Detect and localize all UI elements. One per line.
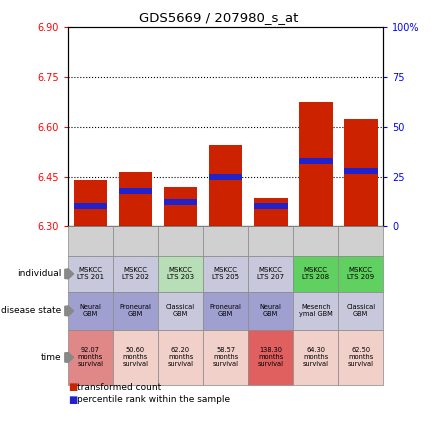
Bar (344, 168, 378, 173)
Text: MSKCC
LTS 208: MSKCC LTS 208 (302, 267, 329, 280)
Text: Classical
GBM: Classical GBM (346, 305, 375, 317)
Text: MSKCC
LTS 203: MSKCC LTS 203 (167, 267, 194, 280)
Bar (208, 145, 243, 226)
Text: MSKCC
LTS 201: MSKCC LTS 201 (77, 267, 104, 280)
Text: 62.20
months
survival: 62.20 months survival (167, 347, 194, 368)
Bar (254, 203, 287, 209)
Text: 64.30
months
survival: 64.30 months survival (303, 347, 328, 368)
Text: 58.57
months
survival: 58.57 months survival (212, 347, 239, 368)
Bar (299, 102, 332, 226)
Bar (74, 180, 107, 226)
Text: MSKCC
LTS 209: MSKCC LTS 209 (347, 267, 374, 280)
Text: transformed count: transformed count (77, 382, 161, 392)
Bar (344, 118, 378, 226)
Text: Neural
GBM: Neural GBM (79, 305, 101, 317)
Text: Classical
GBM: Classical GBM (166, 305, 195, 317)
Text: ■: ■ (68, 382, 77, 392)
Text: time: time (41, 353, 61, 362)
Text: individual: individual (17, 269, 61, 278)
Text: Neural
GBM: Neural GBM (260, 305, 282, 317)
Text: MSKCC
LTS 205: MSKCC LTS 205 (212, 267, 239, 280)
Text: MSKCC
LTS 202: MSKCC LTS 202 (122, 267, 149, 280)
Text: percentile rank within the sample: percentile rank within the sample (77, 395, 230, 404)
Text: Proneural
GBM: Proneural GBM (120, 305, 152, 317)
Text: MSKCC
LTS 207: MSKCC LTS 207 (257, 267, 284, 280)
Text: 62.50
months
survival: 62.50 months survival (348, 347, 374, 368)
Text: 92.07
months
survival: 92.07 months survival (78, 347, 103, 368)
Bar (164, 200, 198, 206)
Bar (208, 173, 243, 180)
Bar (119, 187, 152, 193)
Bar (164, 187, 198, 226)
Text: 138.30
months
survival: 138.30 months survival (258, 347, 284, 368)
Text: Mesench
ymal GBM: Mesench ymal GBM (299, 305, 332, 317)
Text: GDS5669 / 207980_s_at: GDS5669 / 207980_s_at (139, 11, 299, 24)
Bar (74, 203, 107, 209)
Text: disease state: disease state (1, 306, 61, 316)
Text: 50.60
months
survival: 50.60 months survival (123, 347, 148, 368)
Bar (299, 158, 332, 164)
Text: ■: ■ (68, 395, 77, 405)
Text: Proneural
GBM: Proneural GBM (210, 305, 241, 317)
Bar (119, 172, 152, 226)
Bar (254, 198, 287, 226)
